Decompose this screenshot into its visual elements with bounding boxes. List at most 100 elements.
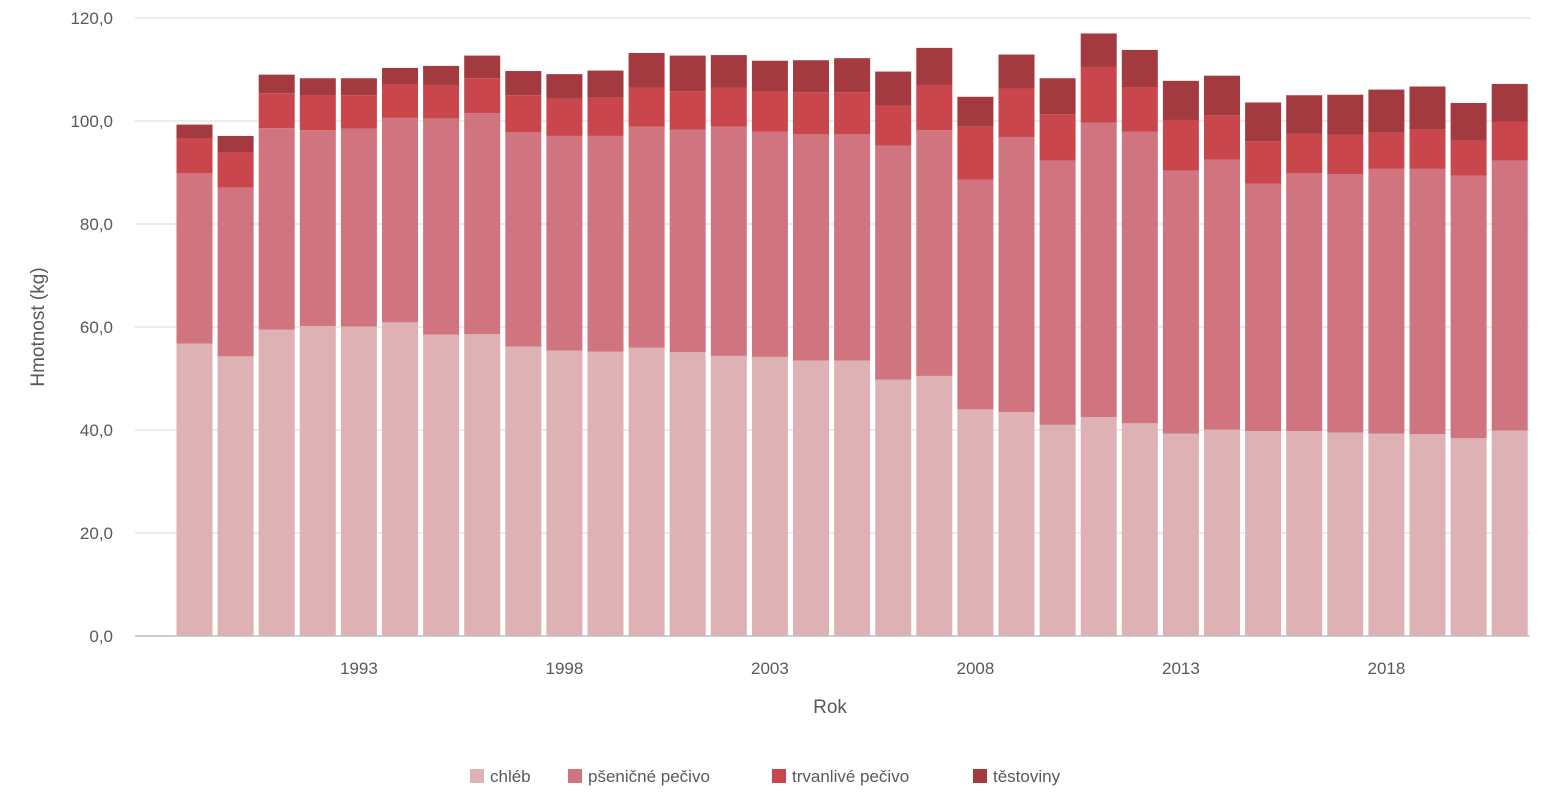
bar-segment-2 bbox=[1491, 160, 1528, 431]
legend: chléb pšeničné pečivo trvanlivé pečivo těst… bbox=[470, 767, 1061, 786]
bar-segment-4 bbox=[669, 55, 706, 92]
bar-segment-3 bbox=[710, 87, 747, 127]
bar-segment-2 bbox=[587, 135, 624, 352]
bar-segment-1 bbox=[1080, 417, 1117, 636]
x-tick-label: 2013 bbox=[1162, 659, 1200, 678]
bar-segment-3 bbox=[669, 91, 706, 130]
bar-segment-3 bbox=[957, 126, 994, 180]
bar-segment-3 bbox=[382, 84, 418, 118]
bar-segment-1 bbox=[669, 352, 706, 636]
bar-segment-4 bbox=[505, 71, 542, 96]
bar-segment-1 bbox=[340, 326, 377, 636]
bar-segment-2 bbox=[669, 129, 706, 353]
bar-segment-3 bbox=[751, 91, 788, 132]
bar-segment-1 bbox=[834, 360, 871, 636]
bar-segment-1 bbox=[464, 334, 501, 636]
x-tick-label: 1998 bbox=[545, 659, 583, 678]
bar-segment-2 bbox=[875, 145, 912, 380]
bar-segment-2 bbox=[176, 173, 213, 344]
legend-swatch bbox=[973, 769, 987, 783]
bar-segment-3 bbox=[176, 137, 213, 174]
y-axis-ticks: 0,0 20,0 40,0 60,0 80,0 100,0 120,0 bbox=[70, 9, 113, 646]
bar-segment-1 bbox=[258, 329, 295, 636]
bar-segment-3 bbox=[998, 88, 1035, 137]
legend-swatch bbox=[568, 769, 582, 783]
bar-segment-1 bbox=[1327, 432, 1364, 636]
bar-segment-1 bbox=[1450, 438, 1487, 636]
bar-segment-4 bbox=[1368, 89, 1405, 133]
bar-segment-4 bbox=[464, 55, 501, 79]
bar-segment-1 bbox=[998, 411, 1035, 636]
bar-segment-2 bbox=[423, 118, 460, 335]
x-tick-label: 2003 bbox=[751, 659, 789, 678]
bar-segment-1 bbox=[505, 346, 542, 636]
y-tick-label: 120,0 bbox=[70, 9, 113, 28]
bar-segment-4 bbox=[1039, 78, 1076, 115]
bar-segment-2 bbox=[916, 130, 953, 376]
bar-segment-1 bbox=[382, 322, 418, 636]
bar-segment-4 bbox=[916, 47, 953, 85]
bar-segment-1 bbox=[1286, 431, 1323, 636]
bar-segment-3 bbox=[423, 84, 460, 119]
x-tick-label: 2018 bbox=[1367, 659, 1405, 678]
bar-segment-3 bbox=[1286, 133, 1323, 174]
bar-segment-2 bbox=[1327, 174, 1364, 433]
bar-segment-3 bbox=[1409, 129, 1446, 169]
bar-segment-2 bbox=[340, 128, 377, 327]
bar-segment-3 bbox=[916, 84, 953, 131]
bar-segment-4 bbox=[382, 67, 418, 85]
legend-label: trvanlivé pečivo bbox=[792, 767, 909, 786]
bar-segment-3 bbox=[834, 92, 871, 135]
bar-segment-3 bbox=[546, 98, 583, 136]
bar-segment-1 bbox=[1409, 434, 1446, 636]
bar-segment-4 bbox=[957, 96, 994, 127]
bar-segment-3 bbox=[1080, 66, 1117, 123]
bar-segment-2 bbox=[258, 128, 295, 330]
bar-segment-4 bbox=[1245, 102, 1282, 142]
bar-segment-4 bbox=[710, 55, 747, 88]
bar-segment-1 bbox=[875, 379, 912, 636]
bar-segment-2 bbox=[751, 131, 788, 357]
y-tick-label: 20,0 bbox=[80, 524, 113, 543]
bar-segment-1 bbox=[710, 355, 747, 636]
bar-segment-4 bbox=[1286, 95, 1323, 134]
bar-segment-1 bbox=[587, 351, 624, 636]
bar-segment-1 bbox=[916, 375, 953, 636]
bar-segment-3 bbox=[464, 78, 501, 114]
bar-segment-1 bbox=[546, 350, 583, 636]
legend-swatch bbox=[772, 769, 786, 783]
bar-segment-4 bbox=[1080, 33, 1117, 67]
bar-segment-2 bbox=[834, 134, 871, 361]
bar-segment-2 bbox=[957, 179, 994, 410]
bar-segment-1 bbox=[1368, 433, 1405, 636]
x-axis-label: Rok bbox=[813, 697, 847, 718]
bar-segment-2 bbox=[505, 132, 542, 347]
bar-segment-1 bbox=[628, 347, 665, 636]
bar-segment-2 bbox=[1121, 131, 1158, 424]
bar-segment-4 bbox=[423, 65, 460, 85]
y-axis-label: Hmotnost (kg) bbox=[28, 267, 49, 386]
bar-segment-2 bbox=[217, 187, 254, 357]
bar-segment-3 bbox=[1162, 119, 1199, 171]
bar-segment-4 bbox=[1327, 94, 1364, 135]
bar-segment-3 bbox=[1368, 132, 1405, 169]
bar-segment-4 bbox=[751, 60, 788, 92]
bar-segment-3 bbox=[628, 87, 665, 127]
bar-segment-1 bbox=[217, 356, 254, 636]
bar-segment-4 bbox=[1121, 49, 1158, 88]
bars bbox=[176, 33, 1528, 636]
bar-segment-3 bbox=[1204, 115, 1240, 160]
bar-segment-4 bbox=[258, 74, 295, 94]
bar-segment-4 bbox=[998, 54, 1035, 89]
bar-segment-3 bbox=[258, 93, 295, 129]
bar-segment-4 bbox=[1450, 102, 1487, 141]
bar-segment-2 bbox=[793, 134, 829, 361]
bar-segment-2 bbox=[464, 113, 501, 335]
bar-segment-2 bbox=[1039, 160, 1076, 425]
x-tick-label: 2008 bbox=[956, 659, 994, 678]
bar-segment-3 bbox=[1450, 140, 1487, 176]
legend-label: těstoviny bbox=[993, 767, 1061, 786]
bar-segment-4 bbox=[546, 74, 583, 99]
y-tick-label: 40,0 bbox=[80, 421, 113, 440]
